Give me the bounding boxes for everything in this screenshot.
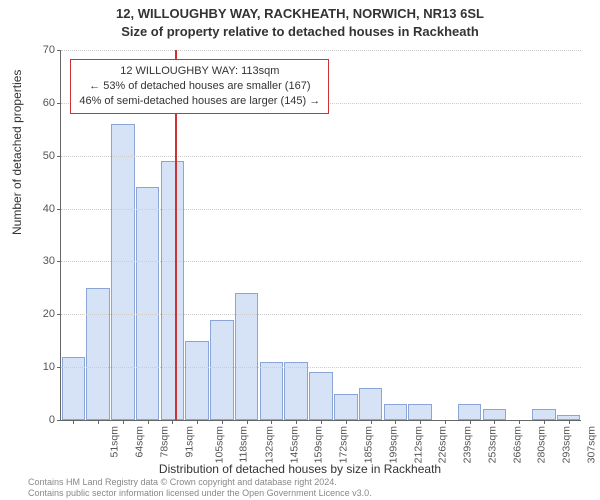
ytick-label: 70 [43,44,55,56]
x-axis-label: Distribution of detached houses by size … [0,462,600,476]
xtick-mark [123,420,124,424]
ytick-mark [57,50,61,51]
ytick-label: 40 [43,203,55,215]
footer-attribution: Contains HM Land Registry data © Crown c… [28,477,372,498]
ytick-mark [57,209,61,210]
xtick-mark [321,420,322,424]
gridline-h [61,367,581,368]
footer-line-2: Contains public sector information licen… [28,488,372,498]
xtick-mark [296,420,297,424]
bar [408,404,432,420]
bar [284,362,308,420]
bar [532,409,556,420]
ytick-label: 20 [43,308,55,320]
xtick-label: 145sqm [288,426,300,463]
xtick-label: 185sqm [362,426,374,463]
bar [210,320,234,420]
callout-box: 12 WILLOUGHBY WAY: 113sqm← 53% of detach… [70,59,329,114]
xtick-mark [222,420,223,424]
title-line-2: Size of property relative to detached ho… [0,24,600,39]
xtick-mark [494,420,495,424]
xtick-mark [371,420,372,424]
bar [309,372,333,420]
chart-container: 12, WILLOUGHBY WAY, RACKHEATH, NORWICH, … [0,0,600,500]
ytick-label: 60 [43,97,55,109]
ytick-mark [57,103,61,104]
bar [384,404,408,420]
xtick-mark [395,420,396,424]
xtick-label: 159sqm [313,426,325,463]
ytick-mark [57,367,61,368]
callout-line: 46% of semi-detached houses are larger (… [79,94,320,109]
gridline-h [61,50,581,51]
xtick-mark [569,420,570,424]
xtick-mark [445,420,446,424]
bar [185,341,209,420]
gridline-h [61,156,581,157]
bar [359,388,383,420]
xtick-label: 172sqm [338,426,350,463]
bar [458,404,482,420]
xtick-mark [420,420,421,424]
xtick-mark [346,420,347,424]
bar [86,288,110,420]
callout-line: ← 53% of detached houses are smaller (16… [79,79,320,94]
xtick-label: 91sqm [183,426,195,458]
xtick-label: 51sqm [109,426,121,458]
bar [62,357,86,420]
bar [161,161,185,420]
ytick-mark [57,261,61,262]
xtick-mark [519,420,520,424]
ytick-mark [57,156,61,157]
xtick-mark [197,420,198,424]
xtick-label: 105sqm [214,426,226,463]
callout-line: 12 WILLOUGHBY WAY: 113sqm [79,64,320,79]
xtick-label: 78sqm [158,426,170,458]
xtick-label: 199sqm [387,426,399,463]
bar [111,124,135,420]
title-line-1: 12, WILLOUGHBY WAY, RACKHEATH, NORWICH, … [0,6,600,21]
y-axis-label: Number of detached properties [10,70,24,235]
footer-line-1: Contains HM Land Registry data © Crown c… [28,477,372,487]
xtick-mark [470,420,471,424]
xtick-label: 266sqm [511,426,523,463]
xtick-label: 280sqm [536,426,548,463]
bar [483,409,507,420]
ytick-mark [57,314,61,315]
xtick-label: 307sqm [585,426,597,463]
xtick-label: 293sqm [560,426,572,463]
gridline-h [61,314,581,315]
xtick-mark [247,420,248,424]
bar [136,187,160,420]
xtick-mark [98,420,99,424]
xtick-label: 226sqm [437,426,449,463]
xtick-label: 118sqm [238,426,250,463]
plot-area: 01020304050607051sqm64sqm78sqm91sqm105sq… [60,50,581,421]
xtick-mark [544,420,545,424]
ytick-label: 30 [43,255,55,267]
gridline-h [61,261,581,262]
xtick-label: 64sqm [134,426,146,458]
xtick-label: 239sqm [461,426,473,463]
xtick-mark [271,420,272,424]
ytick-mark [57,420,61,421]
xtick-mark [148,420,149,424]
bar [235,293,259,420]
xtick-mark [172,420,173,424]
bar [334,394,358,420]
xtick-label: 253sqm [486,426,498,463]
gridline-h [61,209,581,210]
xtick-mark [73,420,74,424]
ytick-label: 0 [49,414,55,426]
ytick-label: 10 [43,361,55,373]
ytick-label: 50 [43,150,55,162]
xtick-label: 132sqm [263,426,275,463]
xtick-label: 212sqm [412,426,424,463]
bar [260,362,284,420]
